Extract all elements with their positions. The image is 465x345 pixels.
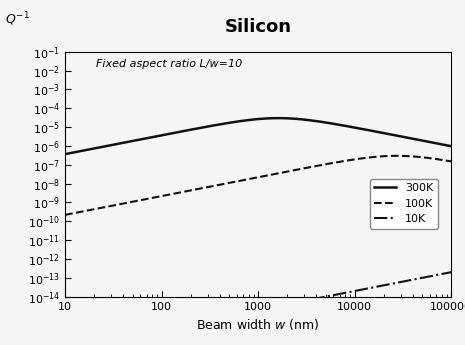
100K xyxy=(393,154,399,158)
X-axis label: Beam width $w$ (nm): Beam width $w$ (nm) xyxy=(196,317,320,332)
300K xyxy=(291,117,296,121)
Legend: 300K, 100K, 10K: 300K, 100K, 10K xyxy=(370,179,438,229)
10K xyxy=(290,301,295,305)
100K xyxy=(353,157,359,161)
10K xyxy=(353,289,359,293)
10K xyxy=(237,312,243,316)
300K xyxy=(131,139,136,143)
Line: 300K: 300K xyxy=(65,118,451,154)
Line: 100K: 100K xyxy=(65,156,451,215)
10K xyxy=(448,270,454,274)
Line: 10K: 10K xyxy=(65,272,451,345)
100K xyxy=(448,159,454,164)
300K xyxy=(237,119,243,123)
300K xyxy=(353,126,359,130)
300K xyxy=(62,152,68,156)
300K xyxy=(448,144,454,148)
100K xyxy=(320,163,325,167)
10K xyxy=(320,295,325,299)
10K xyxy=(161,326,167,330)
10K xyxy=(131,332,136,336)
100K xyxy=(290,168,295,172)
300K xyxy=(321,120,326,124)
Text: $Q^{-1}$: $Q^{-1}$ xyxy=(5,10,29,28)
100K xyxy=(237,179,243,183)
100K xyxy=(161,194,167,198)
Text: Fixed aspect ratio L/w=10: Fixed aspect ratio L/w=10 xyxy=(96,59,242,69)
100K xyxy=(62,213,68,217)
300K xyxy=(276,116,281,120)
100K xyxy=(131,199,136,204)
300K xyxy=(161,133,167,137)
Title: Silicon: Silicon xyxy=(225,18,292,36)
